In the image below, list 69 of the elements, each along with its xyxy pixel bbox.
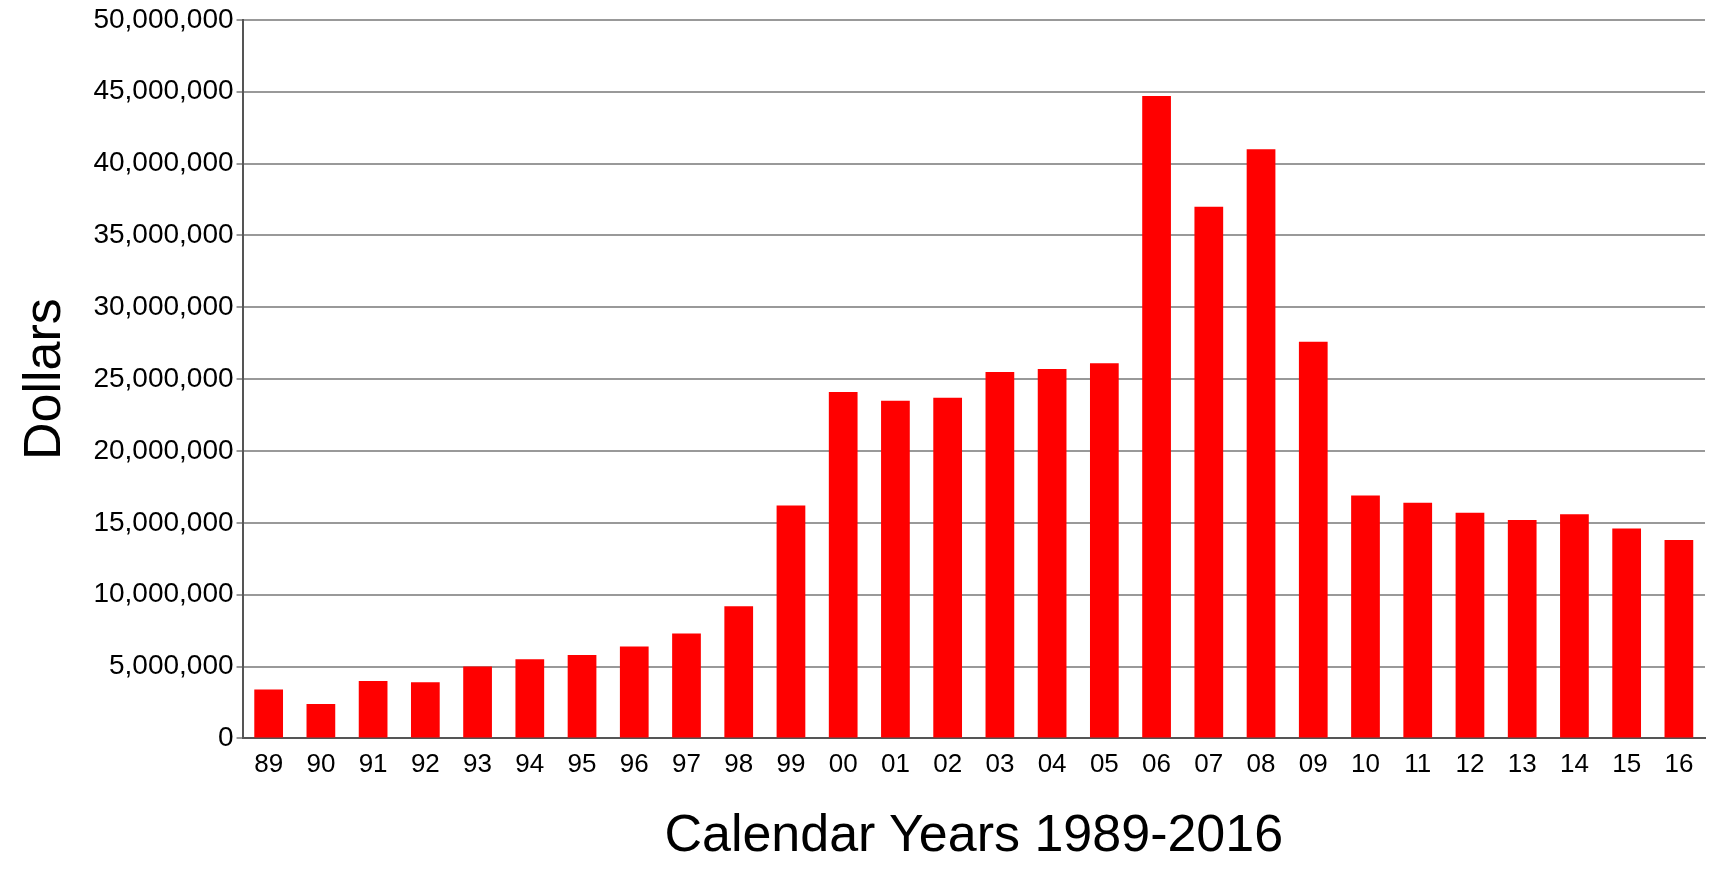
- y-tick-label: 15,000,000: [93, 505, 234, 537]
- bar: [724, 606, 754, 738]
- x-tick-label: 92: [410, 748, 440, 779]
- x-tick-label: 97: [672, 748, 701, 779]
- bar: [828, 392, 858, 738]
- x-tick-label: 12: [1455, 748, 1485, 779]
- bar: [1142, 95, 1171, 738]
- bar: [1560, 514, 1589, 738]
- bar: [1246, 149, 1276, 738]
- bar: [672, 633, 701, 738]
- x-tick-label: 00: [828, 748, 858, 779]
- x-tick-label: 01: [880, 748, 910, 779]
- x-tick-label: 02: [933, 748, 963, 779]
- x-tick-label: 98: [724, 748, 754, 779]
- bar: [1455, 512, 1485, 738]
- x-tick-label: 09: [1298, 748, 1328, 779]
- bar: [1298, 341, 1328, 738]
- y-tick-label: 0: [217, 721, 234, 753]
- x-tick-label: 13: [1507, 748, 1537, 779]
- x-tick-label: 15: [1612, 748, 1642, 779]
- x-tick-label: 90: [306, 748, 336, 779]
- x-tick-label: 07: [1194, 748, 1224, 779]
- y-tick-label: 25,000,000: [93, 361, 234, 393]
- x-tick-label: 93: [463, 748, 493, 779]
- y-tick-label: 45,000,000: [93, 74, 234, 106]
- y-tick-label: 5,000,000: [108, 649, 234, 681]
- x-tick-label: 14: [1559, 748, 1589, 779]
- y-tick-label: 10,000,000: [93, 577, 234, 609]
- bar: [306, 703, 336, 738]
- x-tick-label: 10: [1351, 748, 1380, 779]
- bar: [1664, 540, 1694, 738]
- bar: [567, 655, 597, 738]
- bar: [463, 666, 492, 738]
- bar: [254, 689, 284, 738]
- x-axis-title: Calendar Years 1989-2016: [664, 804, 1284, 863]
- x-tick-label: 91: [358, 748, 388, 779]
- bar: [1351, 495, 1380, 738]
- bar: [933, 397, 963, 738]
- y-tick-label: 40,000,000: [93, 146, 234, 178]
- bar: [1507, 519, 1537, 738]
- bar: [1403, 502, 1433, 738]
- x-tick-label: 04: [1037, 748, 1067, 779]
- y-tick-label: 20,000,000: [93, 433, 234, 465]
- bar: [1194, 206, 1224, 738]
- bar: [881, 400, 910, 738]
- y-tick-label: 50,000,000: [93, 2, 234, 34]
- y-tick-label: 35,000,000: [93, 218, 234, 250]
- bar: [619, 646, 649, 738]
- x-tick-label: 08: [1246, 748, 1276, 779]
- x-tick-label: 11: [1404, 748, 1432, 779]
- x-tick-label: 89: [254, 748, 284, 779]
- bar: [1612, 528, 1642, 738]
- bar: [515, 659, 545, 738]
- x-tick-label: 94: [515, 748, 545, 779]
- x-tick-label: 03: [985, 748, 1015, 779]
- bar: [410, 682, 440, 738]
- bar: [358, 680, 388, 738]
- bar: [1037, 369, 1067, 738]
- x-tick-label: 06: [1142, 748, 1172, 779]
- bar: [985, 371, 1015, 738]
- y-axis-title: Dollars: [12, 298, 71, 461]
- y-tick-label: 30,000,000: [93, 289, 234, 321]
- x-tick-label: 95: [567, 748, 597, 779]
- x-tick-label: 05: [1089, 748, 1119, 779]
- bar: [776, 505, 806, 738]
- x-tick-label: 16: [1664, 748, 1694, 779]
- bar: [1089, 363, 1119, 738]
- x-tick-label: 99: [776, 748, 806, 779]
- x-tick-label: 96: [619, 748, 649, 779]
